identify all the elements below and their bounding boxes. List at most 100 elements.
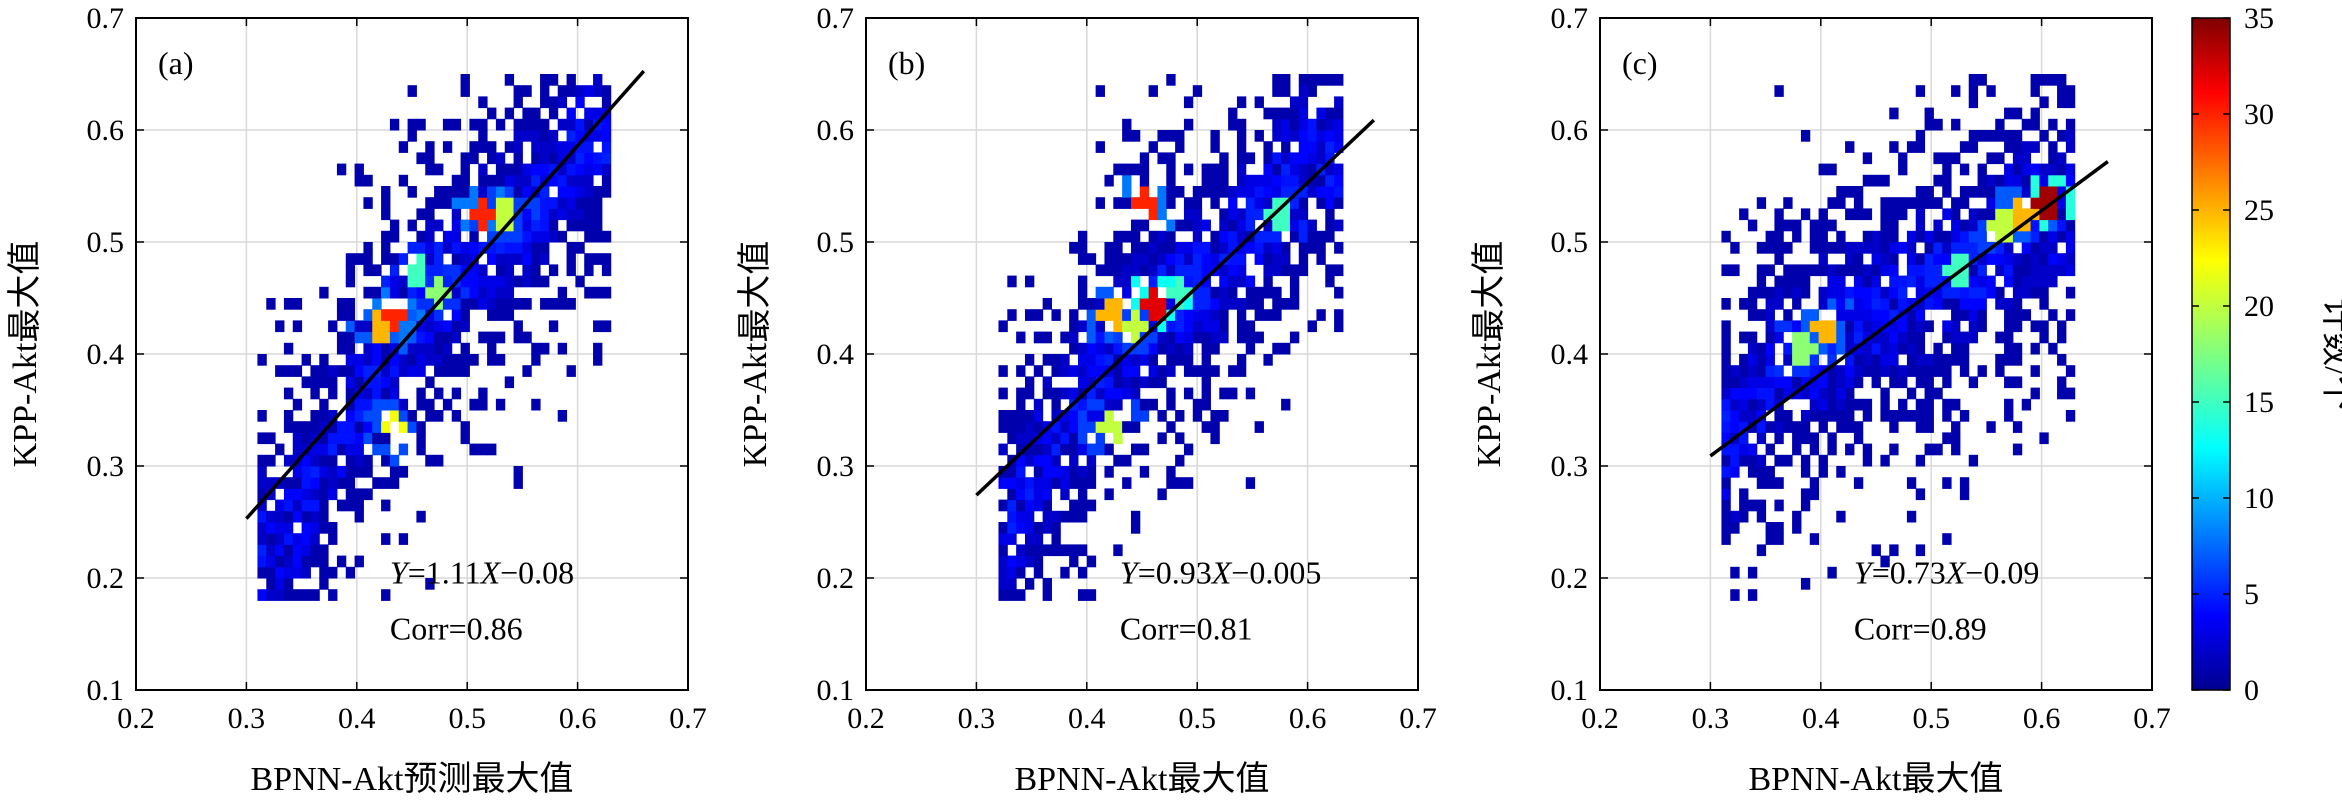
- heatmap-cell: [1016, 331, 1026, 344]
- heatmap-cell: [1800, 342, 1811, 355]
- heatmap-cell: [1880, 365, 1890, 377]
- heatmap-cell: [1836, 197, 1846, 209]
- heatmap-cell: [310, 510, 320, 523]
- heatmap-cell: [1325, 152, 1335, 165]
- heatmap-cell: [292, 589, 303, 601]
- heatmap-cell: [469, 298, 479, 310]
- heatmap-cell: [593, 74, 603, 86]
- heatmap-cell: [2004, 320, 2014, 333]
- heatmap-cell: [1016, 410, 1026, 422]
- heatmap-cell: [1977, 320, 1987, 333]
- heatmap-cell: [1245, 275, 1256, 288]
- heatmap-cell: [451, 208, 462, 221]
- heatmap-cell: [1289, 264, 1300, 277]
- heatmap-cell: [2048, 264, 2058, 277]
- heatmap-cell: [1033, 499, 1044, 512]
- heatmap-cell: [584, 219, 594, 232]
- heatmap-cell: [1281, 208, 1291, 221]
- heatmap-cell: [1765, 354, 1775, 366]
- heatmap-cell: [1721, 454, 1731, 467]
- heatmap-cell: [257, 477, 267, 489]
- heatmap-cell: [1236, 96, 1247, 109]
- fit-equation: Y=0.93X−0.005: [1120, 555, 1321, 591]
- y-tick-label: 0.5: [1551, 226, 1589, 259]
- heatmap-cell: [1219, 320, 1229, 333]
- heatmap-cell: [2039, 230, 2049, 243]
- heatmap-cell: [2057, 163, 2067, 176]
- heatmap-cell: [398, 443, 409, 456]
- heatmap-cell: [398, 365, 409, 377]
- heatmap-cell: [495, 354, 506, 366]
- y-axis-label: KPP-Akt最大值: [6, 241, 44, 468]
- heatmap-cell: [1809, 387, 1820, 400]
- colorbar-label: 计数/个: [2318, 298, 2342, 409]
- heatmap-cell: [416, 309, 426, 321]
- heatmap-cell: [425, 152, 435, 165]
- heatmap-cell: [557, 286, 568, 299]
- heatmap-cell: [1915, 342, 1926, 355]
- heatmap-cell: [1915, 421, 1926, 433]
- heatmap-cell: [2030, 365, 2040, 377]
- heatmap-cell: [460, 186, 470, 198]
- heatmap-cell: [2065, 130, 2076, 142]
- heatmap-cell: [1033, 410, 1044, 422]
- heatmap-cell: [1281, 264, 1291, 277]
- heatmap-cell: [548, 208, 559, 221]
- heatmap-cell: [1051, 387, 1061, 400]
- heatmap-cell: [1192, 365, 1203, 377]
- heatmap-cell: [1721, 432, 1731, 445]
- heatmap-cell: [1281, 141, 1291, 153]
- heatmap-cell: [1933, 342, 1943, 355]
- corr-label: Corr=0.89: [1854, 611, 1987, 647]
- heatmap-cell: [1792, 376, 1802, 389]
- heatmap-cell: [2012, 208, 2023, 221]
- heatmap-cell: [1889, 230, 1899, 243]
- heatmap-cell: [1201, 219, 1211, 232]
- heatmap-cell: [1818, 454, 1828, 467]
- heatmap-cell: [1175, 309, 1185, 321]
- heatmap-cell: [540, 253, 550, 265]
- heatmap-cell: [1915, 219, 1926, 232]
- heatmap-cell: [1095, 286, 1105, 299]
- heatmap-cell: [1016, 544, 1026, 557]
- ticks: 0.2 0.3 0.4 0.5 0.6 0.70.10.20.30.40.50.60.7: [817, 2, 1437, 735]
- heatmap-cell: [1871, 544, 1881, 557]
- heatmap-cell: [504, 74, 515, 86]
- heatmap-cell: [1325, 275, 1335, 288]
- heatmap-cell: [1809, 219, 1820, 232]
- heatmap-cell: [1024, 309, 1035, 321]
- x-tick-label: 0.7: [1399, 702, 1437, 735]
- heatmap-cell: [504, 219, 515, 232]
- heatmap-cell: [416, 510, 426, 523]
- heatmap-cell: [1236, 365, 1247, 377]
- heatmap-cell: [2012, 107, 2023, 120]
- heatmap-cell: [1765, 320, 1775, 333]
- heatmap-cell: [1800, 130, 1811, 142]
- heatmap-cell: [363, 309, 373, 321]
- heatmap-cell: [1951, 230, 1961, 243]
- heatmap-cell: [1281, 253, 1291, 265]
- heatmap-cell: [2039, 96, 2049, 109]
- heatmap-cell: [425, 242, 435, 254]
- heatmap-cell: [2057, 186, 2067, 198]
- heatmap-cell: [1210, 421, 1220, 433]
- heatmap-cell: [1827, 443, 1837, 456]
- heatmap-cell: [1933, 230, 1943, 243]
- heatmap-cell: [1906, 410, 1917, 422]
- heatmap-cell: [1809, 342, 1820, 355]
- heatmap-cell: [1122, 477, 1132, 489]
- heatmap-cell: [1060, 544, 1070, 557]
- heatmap-cell: [1889, 309, 1899, 321]
- heatmap-cell: [1924, 264, 1934, 277]
- heatmap-cell: [1060, 354, 1070, 366]
- heatmap-cell: [1236, 275, 1247, 288]
- heatmap-cell: [1747, 387, 1758, 400]
- heatmap-cell: [1263, 208, 1273, 221]
- heatmap-cell: [2057, 219, 2067, 232]
- heatmap-cell: [1739, 365, 1749, 377]
- heatmap-cell: [301, 488, 311, 501]
- heatmap-cell: [1968, 242, 1979, 254]
- heatmap-cell: [1836, 510, 1846, 523]
- heatmap-cell: [2030, 141, 2040, 153]
- heatmap-cell: [1210, 410, 1220, 422]
